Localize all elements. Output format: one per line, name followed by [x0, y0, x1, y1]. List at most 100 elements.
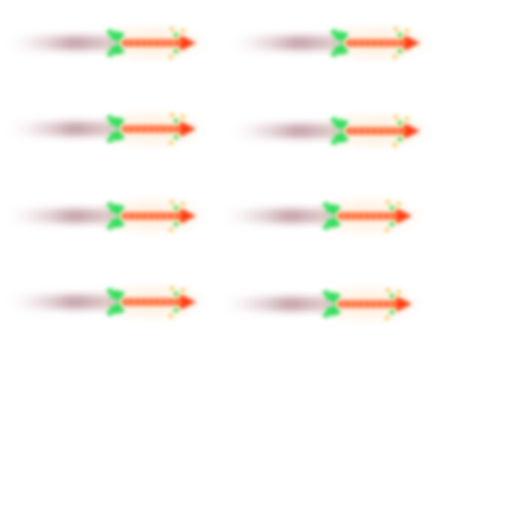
body-bead: [139, 41, 143, 45]
fin-dot: [331, 217, 337, 223]
fin-dot: [110, 34, 116, 40]
body-bead: [356, 41, 361, 45]
forward-fin: [397, 32, 403, 38]
fin-dot: [331, 117, 337, 123]
body-bead: [382, 41, 387, 45]
missile-body: [323, 200, 412, 232]
body-bead: [165, 41, 169, 45]
missile-frame-4: [224, 96, 444, 166]
body-bead: [350, 129, 354, 133]
body-bead: [342, 302, 346, 306]
exhaust-trail: [10, 209, 125, 223]
fin-dot: [334, 46, 340, 52]
body-bead: [171, 127, 176, 131]
body-bead: [158, 300, 163, 304]
body-bead: [374, 302, 379, 306]
fin-dot: [323, 224, 329, 230]
body-bead: [395, 129, 400, 133]
fin-dot: [334, 122, 340, 128]
fin-dot: [331, 139, 337, 145]
fin-dot: [107, 288, 113, 294]
missile-nose: [396, 208, 412, 224]
missile-frame-6: [216, 181, 436, 251]
fin-dot: [323, 290, 329, 296]
fin-dot: [107, 51, 113, 57]
body-bead: [389, 129, 393, 133]
spark-dot: [386, 200, 390, 204]
body-bead: [356, 129, 361, 133]
body-bead: [369, 41, 374, 45]
missile-icon: [10, 194, 210, 238]
body-bead: [139, 300, 143, 304]
body-bead: [132, 214, 137, 218]
body-bead: [132, 127, 137, 131]
spark-dot: [394, 27, 398, 31]
fin-dot: [107, 202, 113, 208]
forward-fin: [173, 118, 179, 124]
spark-dot: [397, 202, 401, 206]
exhaust-trail: [226, 209, 341, 223]
body-bead: [165, 214, 169, 218]
fin-dot: [107, 115, 113, 121]
body-bead: [374, 214, 379, 218]
spark-dot: [394, 115, 398, 119]
missile-nose: [180, 294, 196, 310]
forward-fin: [173, 134, 179, 140]
body-bead: [376, 41, 380, 45]
fin-dot: [339, 132, 345, 138]
fin-dot: [115, 130, 121, 136]
missile-nose: [180, 208, 196, 224]
body-bead: [381, 214, 385, 218]
body-bead: [350, 41, 354, 45]
exhaust-trail: [234, 36, 349, 50]
forward-fin: [173, 291, 179, 297]
spark-dot: [385, 316, 389, 320]
body-bead: [152, 300, 156, 304]
fin-dot: [107, 29, 113, 35]
missile-body: [107, 286, 196, 318]
fin-dot: [334, 34, 340, 40]
missile-frame-2: [224, 8, 444, 78]
forward-fin: [389, 293, 395, 299]
forward-fin: [397, 120, 403, 126]
spark-dot: [169, 55, 173, 59]
body-bead: [139, 214, 143, 218]
exhaust-trail: [226, 297, 341, 311]
spark-dot: [181, 288, 185, 292]
body-bead: [381, 302, 385, 306]
fin-dot: [331, 209, 337, 215]
forward-fin: [397, 48, 403, 54]
body-bead: [363, 129, 367, 133]
body-bead: [395, 41, 400, 45]
fin-dot: [334, 134, 340, 140]
fin-dot: [339, 44, 345, 50]
body-bead: [348, 302, 353, 306]
forward-fin: [389, 205, 395, 211]
body-bead: [382, 129, 387, 133]
spark-dot: [393, 55, 397, 59]
fin-dot: [323, 312, 329, 318]
body-bead: [152, 214, 156, 218]
spark-dot: [393, 143, 397, 147]
missile-nose: [404, 35, 420, 51]
missile-icon: [226, 282, 426, 326]
missile-frame-5: [0, 181, 220, 251]
fin-dot: [107, 224, 113, 230]
body-bead: [165, 127, 169, 131]
fin-dot: [110, 120, 116, 126]
fin-dot: [326, 207, 332, 213]
missile-frame-1: [0, 8, 220, 78]
spark-dot: [181, 115, 185, 119]
missile-icon: [234, 21, 434, 65]
missile-body: [107, 113, 196, 145]
fin-dot: [326, 219, 332, 225]
fin-dot: [115, 122, 121, 128]
fin-dot: [331, 29, 337, 35]
forward-fin: [389, 309, 395, 315]
missile-icon: [226, 194, 426, 238]
spark-dot: [170, 200, 174, 204]
fin-dot: [115, 44, 121, 50]
body-bead: [361, 214, 366, 218]
body-bead: [348, 214, 353, 218]
